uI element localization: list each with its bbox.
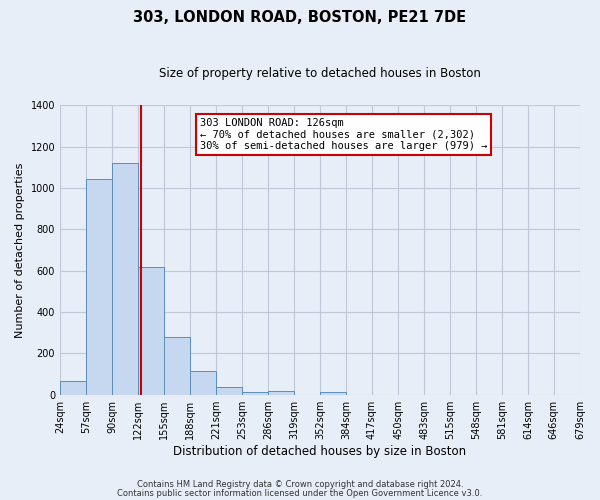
- X-axis label: Distribution of detached houses by size in Boston: Distribution of detached houses by size …: [173, 444, 467, 458]
- Text: Contains public sector information licensed under the Open Government Licence v3: Contains public sector information licen…: [118, 489, 482, 498]
- Text: 303 LONDON ROAD: 126sqm
← 70% of detached houses are smaller (2,302)
30% of semi: 303 LONDON ROAD: 126sqm ← 70% of detache…: [200, 118, 487, 151]
- Bar: [217, 387, 242, 394]
- Bar: [190, 371, 217, 394]
- Bar: [242, 392, 268, 394]
- Bar: [86, 178, 112, 394]
- Bar: [138, 266, 164, 394]
- Text: Contains HM Land Registry data © Crown copyright and database right 2024.: Contains HM Land Registry data © Crown c…: [137, 480, 463, 489]
- Title: Size of property relative to detached houses in Boston: Size of property relative to detached ho…: [159, 68, 481, 80]
- Y-axis label: Number of detached properties: Number of detached properties: [15, 162, 25, 338]
- Bar: [320, 392, 346, 394]
- Bar: [60, 382, 86, 394]
- Bar: [164, 337, 190, 394]
- Text: 303, LONDON ROAD, BOSTON, PE21 7DE: 303, LONDON ROAD, BOSTON, PE21 7DE: [133, 10, 467, 25]
- Bar: [268, 390, 294, 394]
- Bar: [112, 163, 138, 394]
